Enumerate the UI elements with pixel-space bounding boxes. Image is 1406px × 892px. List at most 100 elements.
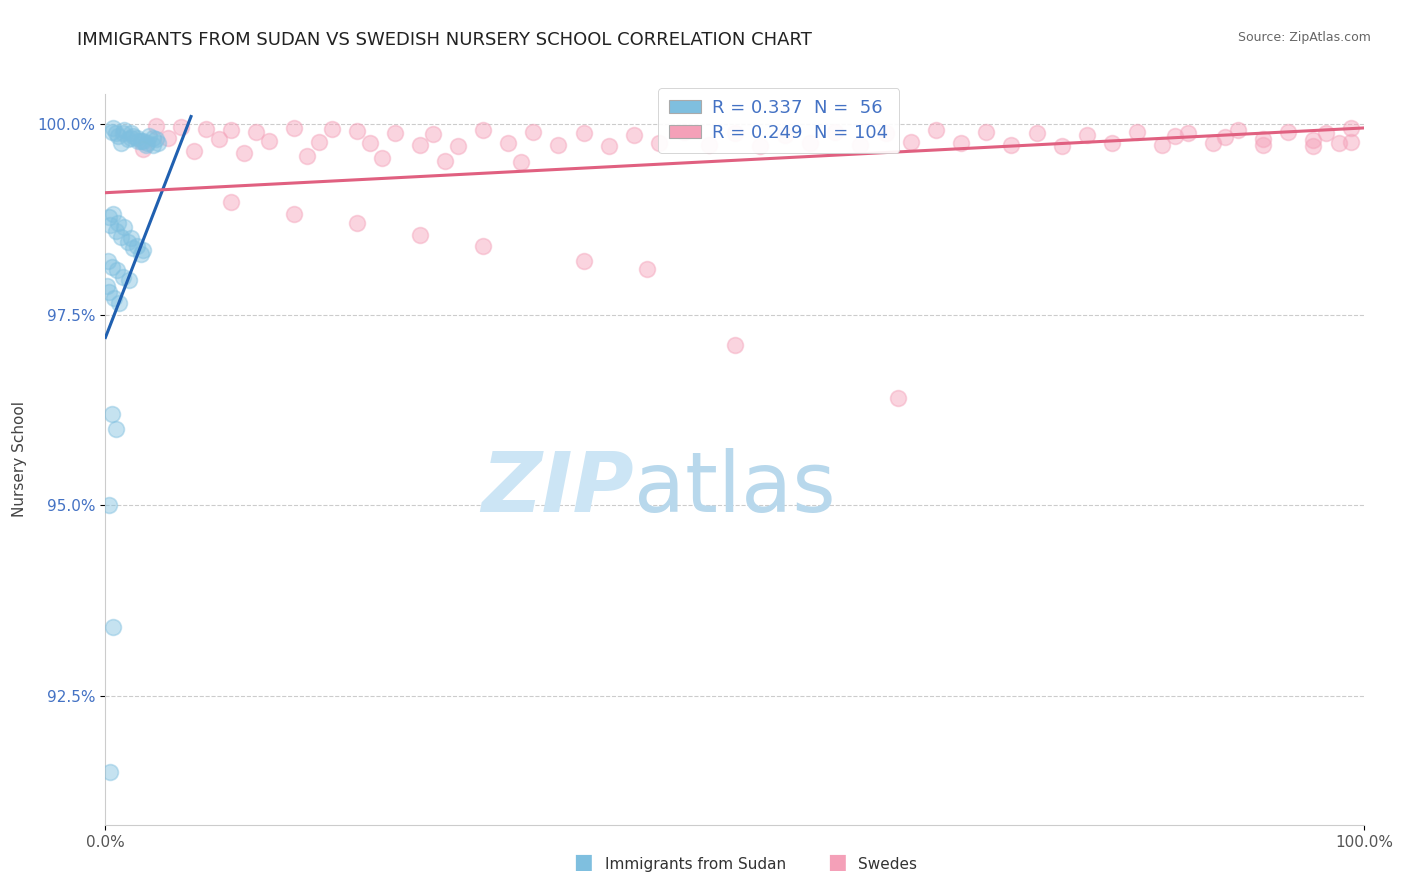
- Point: [572, 126, 595, 140]
- Point: [976, 125, 998, 139]
- Point: [245, 125, 267, 139]
- Point: [122, 128, 145, 143]
- Point: [112, 123, 135, 137]
- Point: [471, 239, 495, 253]
- Point: [208, 132, 231, 146]
- Point: [799, 136, 821, 151]
- Point: [105, 263, 128, 277]
- Point: [1101, 136, 1123, 151]
- Point: [900, 135, 922, 149]
- Point: [170, 120, 193, 135]
- Point: [117, 235, 139, 250]
- Point: [1025, 126, 1047, 140]
- Point: [321, 122, 343, 136]
- Point: [699, 137, 721, 152]
- Point: [100, 125, 122, 139]
- Point: [1327, 136, 1350, 151]
- Point: [434, 153, 457, 168]
- Point: [125, 239, 148, 253]
- Point: [1000, 137, 1022, 152]
- Point: [112, 269, 135, 284]
- Point: [98, 210, 121, 224]
- Point: [183, 144, 205, 158]
- Point: [283, 120, 305, 135]
- Point: [100, 260, 122, 275]
- Text: Swedes: Swedes: [858, 857, 917, 872]
- Point: [112, 219, 135, 234]
- Point: [572, 254, 595, 268]
- Point: [110, 230, 132, 244]
- Point: [136, 136, 159, 151]
- Point: [371, 152, 394, 166]
- Text: ZIP: ZIP: [481, 448, 634, 529]
- Point: [219, 194, 242, 209]
- Point: [748, 139, 770, 153]
- Point: [101, 620, 124, 634]
- Point: [132, 141, 155, 155]
- Point: [496, 136, 519, 151]
- Point: [409, 137, 432, 152]
- Point: [1202, 136, 1225, 151]
- Point: [98, 498, 121, 512]
- Point: [232, 146, 254, 161]
- Point: [138, 128, 160, 143]
- Point: [120, 131, 142, 145]
- Point: [104, 224, 127, 238]
- Legend: R = 0.337  N =  56, R = 0.249  N = 104: R = 0.337 N = 56, R = 0.249 N = 104: [658, 88, 900, 153]
- Point: [120, 231, 142, 245]
- Point: [471, 123, 495, 137]
- Point: [509, 155, 531, 169]
- Point: [96, 278, 118, 293]
- Point: [1226, 123, 1249, 137]
- Point: [723, 338, 745, 352]
- Point: [219, 123, 242, 137]
- Point: [118, 273, 141, 287]
- Point: [547, 137, 569, 152]
- Point: [1302, 133, 1324, 147]
- Point: [1251, 131, 1274, 145]
- Point: [100, 764, 122, 779]
- Text: Immigrants from Sudan: Immigrants from Sudan: [605, 857, 786, 872]
- Point: [142, 131, 165, 145]
- Point: [1315, 126, 1337, 140]
- Point: [195, 121, 218, 136]
- Point: [104, 422, 127, 436]
- Point: [359, 136, 381, 151]
- Point: [598, 139, 620, 153]
- Point: [101, 120, 124, 135]
- Point: [100, 218, 122, 232]
- Point: [122, 241, 145, 255]
- Point: [295, 149, 318, 163]
- Point: [1050, 139, 1073, 153]
- Point: [107, 216, 129, 230]
- Point: [107, 128, 129, 143]
- Point: [308, 136, 330, 150]
- Text: atlas: atlas: [634, 448, 835, 529]
- Point: [1277, 125, 1299, 139]
- Point: [142, 138, 165, 153]
- Point: [1215, 130, 1237, 145]
- Text: Source: ZipAtlas.com: Source: ZipAtlas.com: [1237, 31, 1371, 45]
- Point: [723, 126, 745, 140]
- Point: [773, 128, 796, 142]
- Point: [145, 132, 167, 146]
- Point: [117, 132, 139, 146]
- Point: [522, 125, 544, 139]
- Point: [849, 137, 872, 152]
- Point: [1152, 137, 1174, 152]
- Point: [623, 128, 645, 142]
- Text: IMMIGRANTS FROM SUDAN VS SWEDISH NURSERY SCHOOL CORRELATION CHART: IMMIGRANTS FROM SUDAN VS SWEDISH NURSERY…: [77, 31, 813, 49]
- Point: [447, 139, 470, 153]
- Text: ■: ■: [827, 853, 846, 872]
- Y-axis label: Nursery School: Nursery School: [11, 401, 27, 517]
- Point: [98, 285, 121, 299]
- Point: [103, 291, 125, 305]
- Point: [120, 126, 142, 140]
- Point: [135, 138, 157, 153]
- Point: [648, 136, 671, 151]
- Point: [148, 136, 170, 151]
- Point: [125, 131, 148, 145]
- Point: [409, 227, 432, 242]
- Point: [673, 125, 696, 139]
- Text: ■: ■: [574, 853, 593, 872]
